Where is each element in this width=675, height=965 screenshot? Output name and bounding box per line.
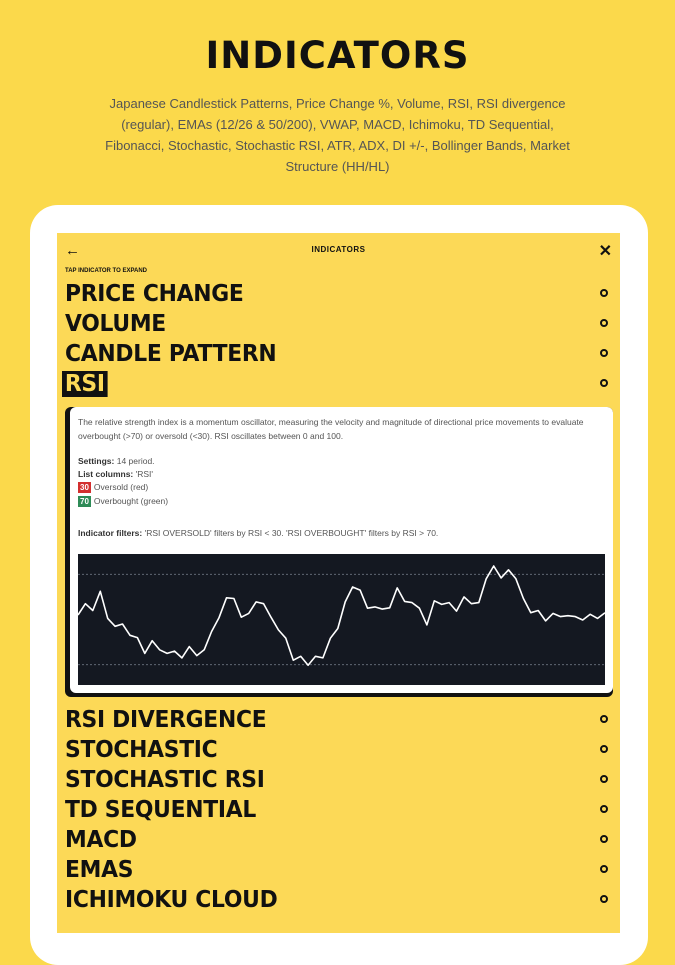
oversold-text: Oversold (red) — [93, 482, 149, 492]
indicator-row[interactable]: ICHIMOKU CLOUD — [65, 885, 608, 915]
oversold-badge: 30 — [78, 482, 91, 493]
page-subtitle: Japanese Candlestick Patterns, Price Cha… — [105, 96, 570, 174]
indicator-row[interactable]: RSI — [62, 369, 608, 399]
filters-value: 'RSI OVERSOLD' filters by RSI < 30. 'RSI… — [142, 528, 439, 538]
overbought-text: Overbought (green) — [93, 496, 169, 506]
expand-icon[interactable] — [600, 775, 608, 783]
indicator-row[interactable]: PRICE CHANGE — [65, 279, 608, 309]
indicator-label: STOCHASTIC RSI — [65, 767, 265, 793]
indicator-label: MACD — [65, 827, 137, 853]
indicator-row[interactable]: EMAS — [65, 855, 608, 885]
indicator-row[interactable]: STOCHASTIC RSI — [65, 765, 608, 795]
rsi-line — [78, 565, 605, 667]
expand-icon[interactable] — [600, 835, 608, 843]
columns-line: List columns: 'RSI' — [78, 469, 153, 479]
indicator-row[interactable]: STOCHASTIC — [65, 735, 608, 765]
indicator-label: ICHIMOKU CLOUD — [65, 887, 278, 913]
indicator-label: TD SEQUENTIAL — [65, 797, 257, 823]
expand-icon[interactable] — [600, 895, 608, 903]
indicator-label: RSI DIVERGENCE — [65, 707, 267, 733]
indicator-row[interactable]: CANDLE PATTERN — [65, 339, 608, 369]
indicator-row[interactable]: VOLUME — [65, 309, 608, 339]
expand-icon[interactable] — [600, 379, 608, 387]
indicator-label: CANDLE PATTERN — [65, 341, 277, 367]
indicator-label: EMAS — [65, 857, 134, 883]
indicator-row[interactable]: TD SEQUENTIAL — [65, 795, 608, 825]
expand-icon[interactable] — [600, 865, 608, 873]
indicator-row[interactable]: RSI DIVERGENCE — [65, 705, 608, 735]
overbought-badge: 70 — [78, 496, 91, 507]
expand-icon[interactable] — [600, 319, 608, 327]
indicator-label: VOLUME — [65, 311, 166, 337]
rsi-chart — [78, 554, 605, 685]
expand-icon[interactable] — [600, 349, 608, 357]
expand-icon[interactable] — [600, 715, 608, 723]
settings-value: 14 period. — [114, 456, 155, 466]
oversold-line: 30 Oversold (red) — [78, 482, 148, 493]
indicator-label: STOCHASTIC — [65, 737, 218, 763]
rsi-description: The relative strength index is a momentu… — [78, 417, 584, 441]
settings-line: Settings: 14 period. — [78, 456, 155, 466]
filters-line: Indicator filters: 'RSI OVERSOLD' filter… — [78, 528, 438, 538]
top-bar: ← INDICATORS ✕ — [57, 233, 620, 267]
screen-title: INDICATORS — [311, 245, 366, 254]
filters-label: Indicator filters: — [78, 528, 143, 538]
rsi-details-panel: The relative strength index is a momentu… — [70, 407, 613, 693]
settings-label: Settings: — [78, 456, 115, 466]
expand-icon[interactable] — [600, 805, 608, 813]
expand-icon[interactable] — [600, 745, 608, 753]
arrow-left-icon[interactable]: ← — [65, 242, 80, 259]
columns-value: 'RSI' — [133, 469, 154, 479]
indicator-row[interactable]: MACD — [65, 825, 608, 855]
indicator-label: PRICE CHANGE — [65, 281, 244, 307]
overbought-line: 70 Overbought (green) — [78, 496, 168, 507]
app-screen: ← INDICATORS ✕ TAP INDICATOR TO EXPAND P… — [57, 233, 620, 933]
expand-hint: TAP INDICATOR TO EXPAND — [65, 268, 148, 274]
expand-icon[interactable] — [600, 289, 608, 297]
page-title: INDICATORS — [205, 34, 470, 77]
indicator-label: RSI — [62, 371, 108, 397]
columns-label: List columns: — [78, 469, 134, 479]
close-icon[interactable]: ✕ — [598, 243, 612, 260]
